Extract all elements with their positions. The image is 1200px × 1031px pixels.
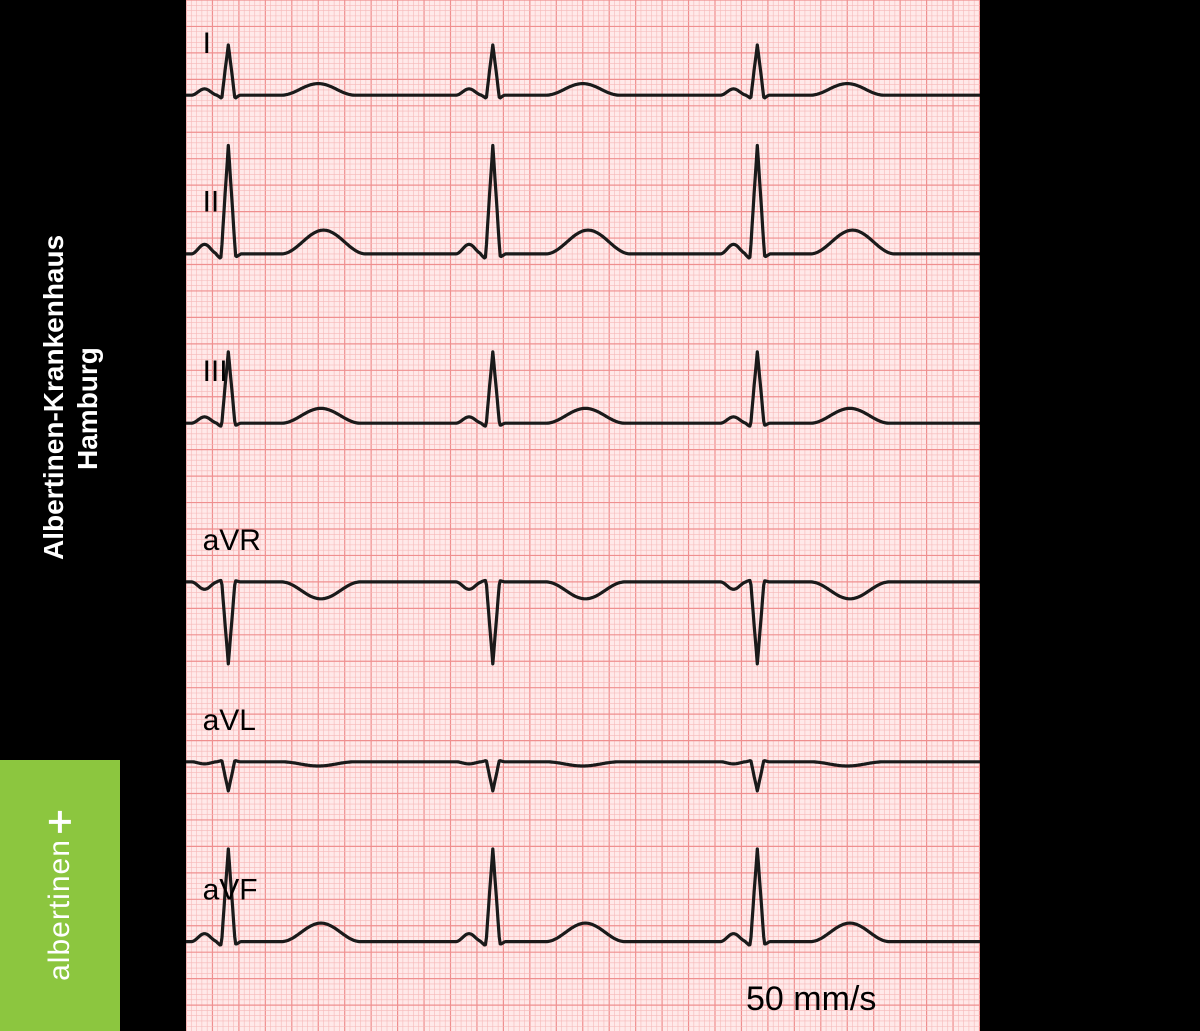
lead-label-aVL: aVL — [203, 704, 256, 737]
lead-label-II: II — [203, 186, 220, 219]
lead-label-aVR: aVR — [203, 524, 261, 557]
institution-name-line1: Albertinen-Krankenhaus — [38, 235, 70, 560]
lead-label-I: I — [203, 27, 211, 60]
logo-box: albertinen — [0, 760, 120, 1031]
lead-label-aVF: aVF — [203, 873, 258, 906]
logo-inner: albertinen — [43, 811, 77, 981]
lead-label-III: III — [203, 355, 228, 388]
paper-speed-label: 50 mm/s — [746, 980, 876, 1018]
ecg-svg: IIIIIIaVRaVLaVF50 mm/s — [186, 0, 980, 1031]
logo-text: albertinen — [43, 839, 77, 981]
stage: Albertinen-Krankenhaus Hamburg albertine… — [0, 0, 1200, 1031]
institution-name-line2: Hamburg — [72, 347, 104, 470]
ecg-panel: IIIIIIaVRaVLaVF50 mm/s — [186, 0, 980, 1031]
logo-cross-icon — [49, 811, 71, 833]
